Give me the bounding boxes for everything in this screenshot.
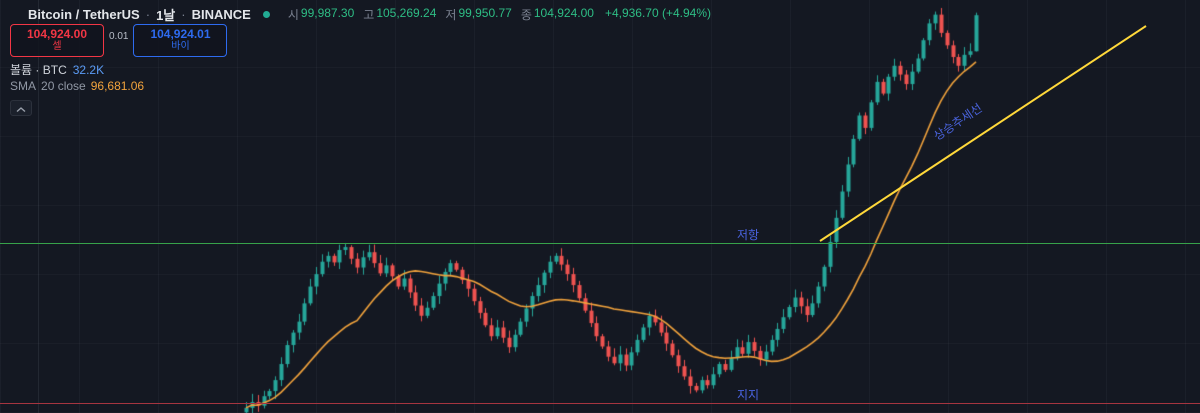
pane-left-border bbox=[38, 0, 39, 413]
timeframe[interactable]: 1날 bbox=[156, 8, 176, 23]
support-label[interactable]: 지지 bbox=[737, 387, 760, 402]
support-line[interactable] bbox=[0, 402, 1200, 404]
market-status-icon[interactable] bbox=[262, 11, 270, 18]
symbol-title[interactable]: Bitcoin / TetherUS bbox=[28, 7, 140, 22]
low-value: 99,950.77 bbox=[458, 6, 512, 20]
close-value: 104,924.00 bbox=[533, 6, 594, 20]
sma-legend[interactable]: SMA 20 close 96,681.06 bbox=[10, 79, 144, 93]
ohlc-values: 시 99,987.30 고 105,269.24 저 99,950.77 종 104,9… bbox=[288, 6, 711, 23]
buy-label: 바이 bbox=[171, 41, 190, 52]
sma-label: SMA bbox=[10, 79, 37, 93]
high-value: 105,269.24 bbox=[376, 6, 437, 20]
buy-sell-widget: 104,924.00 셀 0.01 104,924.01 바이 bbox=[10, 24, 228, 57]
spread-value: 0.01 bbox=[109, 31, 129, 42]
symbol-header: Bitcoin / TetherUS · 1날 · BINANCE 시 99,98… bbox=[28, 5, 711, 24]
low-label: 저 bbox=[445, 8, 457, 22]
volume-label: 볼륨 · BTC bbox=[10, 63, 67, 77]
separator: · bbox=[181, 7, 186, 22]
sell-price: 104,924.00 bbox=[26, 27, 88, 41]
exchange[interactable]: BINANCE bbox=[191, 7, 251, 22]
sell-button[interactable]: 104,924.00 셀 bbox=[10, 24, 104, 57]
high-label: 고 bbox=[363, 8, 375, 22]
resistance-label[interactable]: 저항 bbox=[737, 227, 760, 242]
close-label: 종 bbox=[520, 8, 532, 22]
chevron-up-icon bbox=[16, 101, 26, 116]
change-value: +4,936.70 (+4.94%) bbox=[604, 6, 712, 20]
open-label: 시 bbox=[287, 8, 299, 22]
volume-legend[interactable]: 볼륨 · BTC 32.2K bbox=[10, 61, 104, 78]
buy-price: 104,924.01 bbox=[150, 27, 211, 41]
open-value: 99,987.30 bbox=[300, 6, 355, 20]
collapse-panel-button[interactable] bbox=[10, 100, 32, 116]
sma-params: 20 close bbox=[41, 79, 86, 93]
buy-button[interactable]: 104,924.01 바이 bbox=[133, 24, 228, 57]
sma-value: 96,681.06 bbox=[90, 79, 145, 93]
volume-value: 32.2K bbox=[72, 62, 105, 77]
resistance-line[interactable] bbox=[0, 242, 1200, 244]
sell-label: 셀 bbox=[52, 41, 62, 52]
separator: · bbox=[145, 7, 151, 22]
